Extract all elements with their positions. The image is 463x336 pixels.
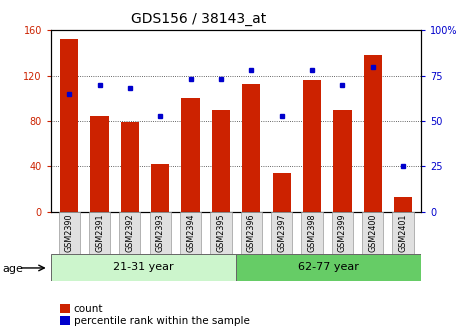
Bar <box>242 84 260 212</box>
Text: GSM2400: GSM2400 <box>368 214 377 252</box>
FancyBboxPatch shape <box>58 212 80 254</box>
FancyBboxPatch shape <box>393 212 414 254</box>
FancyBboxPatch shape <box>180 212 201 254</box>
Text: 21-31 year: 21-31 year <box>113 262 174 272</box>
Bar <box>333 110 351 212</box>
Text: GSM2393: GSM2393 <box>156 214 165 252</box>
Bar <box>51 254 236 281</box>
FancyBboxPatch shape <box>150 212 171 254</box>
Bar <box>394 197 412 212</box>
Text: GSM2394: GSM2394 <box>186 214 195 252</box>
Text: GSM2398: GSM2398 <box>307 214 317 252</box>
Bar <box>181 98 200 212</box>
Text: GSM2401: GSM2401 <box>399 214 407 252</box>
Bar <box>363 55 382 212</box>
Bar <box>60 39 78 212</box>
Text: GSM2395: GSM2395 <box>216 214 225 252</box>
Legend: count, percentile rank within the sample: count, percentile rank within the sample <box>56 300 254 330</box>
Text: GDS156 / 38143_at: GDS156 / 38143_at <box>131 12 267 26</box>
FancyBboxPatch shape <box>119 212 140 254</box>
Bar <box>90 117 109 212</box>
Text: GSM2397: GSM2397 <box>277 214 286 252</box>
Bar <box>273 173 291 212</box>
Bar <box>303 80 321 212</box>
FancyBboxPatch shape <box>89 212 110 254</box>
Bar <box>212 110 230 212</box>
Text: GSM2399: GSM2399 <box>338 214 347 252</box>
Text: age: age <box>2 264 23 274</box>
FancyBboxPatch shape <box>271 212 292 254</box>
Text: GSM2390: GSM2390 <box>65 214 74 252</box>
Bar <box>236 254 421 281</box>
Text: 62-77 year: 62-77 year <box>298 262 359 272</box>
FancyBboxPatch shape <box>241 212 262 254</box>
Text: GSM2391: GSM2391 <box>95 214 104 252</box>
FancyBboxPatch shape <box>210 212 232 254</box>
Bar <box>121 122 139 212</box>
FancyBboxPatch shape <box>301 212 323 254</box>
Bar <box>151 164 169 212</box>
FancyBboxPatch shape <box>332 212 353 254</box>
Text: GSM2396: GSM2396 <box>247 214 256 252</box>
Text: GSM2392: GSM2392 <box>125 214 134 252</box>
FancyBboxPatch shape <box>362 212 383 254</box>
